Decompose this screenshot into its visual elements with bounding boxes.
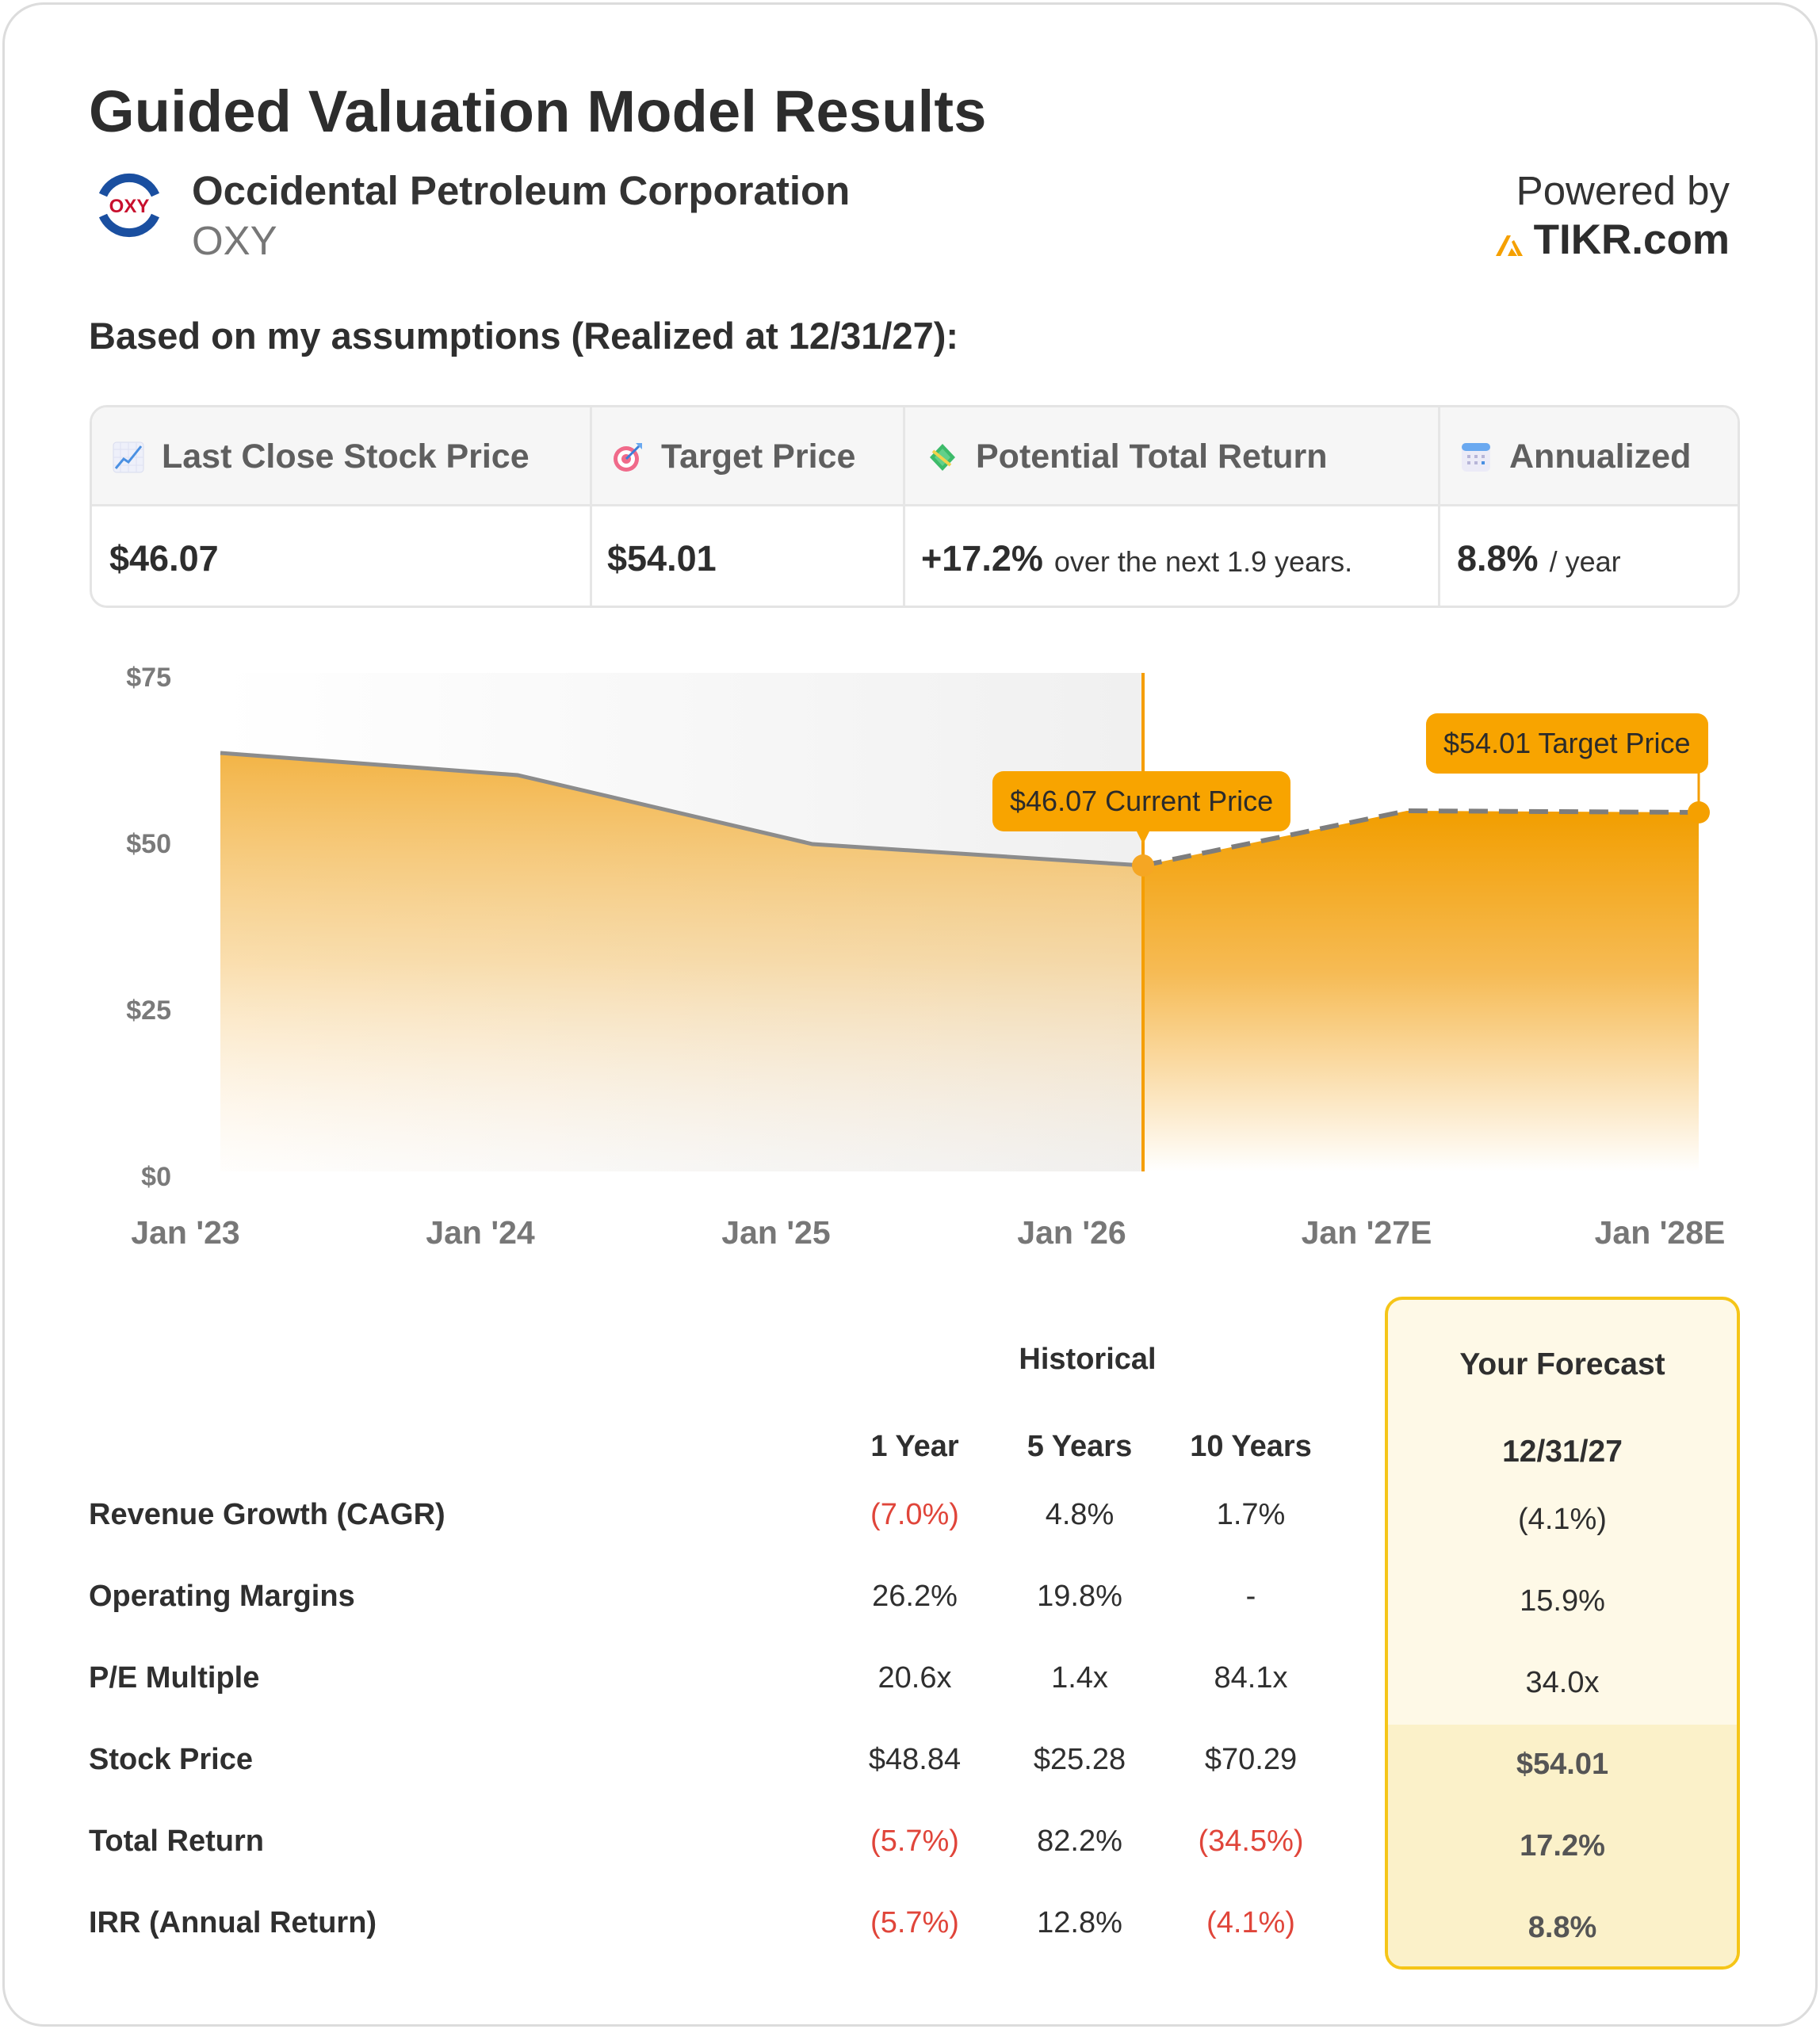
cell-margins-1y: 26.2% — [872, 1580, 958, 1613]
cell-margins-10y: - — [1245, 1580, 1256, 1613]
header-target-price: Target Price — [612, 407, 855, 506]
company-name: Occidental Petroleum Corporation — [192, 168, 851, 213]
cell-irr-1y: (5.7%) — [870, 1906, 959, 1939]
price-chart: $75 $50 $25 $0 Jan '23 Jan '24 Jan '25 J… — [5, 5, 1820, 1289]
column-divider — [903, 407, 905, 606]
page-title: Guided Valuation Model Results — [89, 78, 987, 144]
current-price-marker[interactable] — [1132, 854, 1154, 877]
chart-increasing-icon — [113, 441, 144, 473]
forecast-pe-multiple: 34.0x — [1525, 1666, 1600, 1699]
forecast-highlight — [1388, 1725, 1737, 1966]
cell-price-1y: $48.84 — [868, 1743, 962, 1776]
forecast-title: Your Forecast — [1459, 1347, 1665, 1381]
y-tick-25: $25 — [126, 995, 171, 1026]
row-label-revenue-growth: Revenue Growth (CAGR) — [89, 1498, 445, 1531]
row-label-operating-margins: Operating Margins — [89, 1580, 355, 1613]
x-tick-jan23: Jan '23 — [131, 1214, 240, 1251]
cell-revenue-10y: 1.7% — [1216, 1498, 1286, 1531]
forecast-line — [1142, 808, 1700, 868]
column-divider — [1438, 407, 1440, 606]
historical-line — [220, 751, 1144, 868]
cell-pe-10y: 84.1x — [1214, 1661, 1288, 1695]
last-close-value: $46.07 — [109, 537, 219, 579]
column-divider — [590, 407, 592, 606]
cell-pe-5y: 1.4x — [1051, 1661, 1108, 1695]
forecast-area — [1143, 811, 1699, 1171]
assumptions-subtitle: Based on my assumptions (Realized at 12/… — [89, 315, 959, 357]
forecast-stock-price: $54.01 — [1516, 1748, 1609, 1781]
forecast-total-return: 17.2% — [1520, 1829, 1605, 1863]
calendar-icon — [1460, 441, 1492, 473]
header-annualized: Annualized — [1460, 407, 1691, 506]
target-price-value: $54.01 — [607, 537, 717, 579]
metrics-summary-table: Last Close Stock Price Target Price Pote… — [90, 405, 1740, 608]
cell-return-5y: 82.2% — [1037, 1825, 1122, 1858]
x-tick-jan25: Jan '25 — [721, 1214, 831, 1251]
powered-by-label: Powered by — [1516, 168, 1730, 213]
y-tick-75: $75 — [126, 663, 171, 693]
current-price-tooltip: $46.07 Current Price — [992, 771, 1291, 831]
y-tick-50: $50 — [126, 829, 171, 859]
x-tick-jan26: Jan '26 — [1017, 1214, 1126, 1251]
historical-title: Historical — [1019, 1343, 1157, 1376]
col-10-years: 10 Years — [1190, 1430, 1312, 1463]
cell-irr-5y: 12.8% — [1037, 1906, 1122, 1939]
target-icon — [612, 441, 644, 473]
cell-revenue-1y: (7.0%) — [870, 1498, 959, 1531]
tikr-logo-icon — [1495, 235, 1523, 256]
cell-irr-10y: (4.1%) — [1206, 1906, 1295, 1939]
header-total-return: Potential Total Return — [927, 407, 1328, 506]
annualized-value: 8.8% / year — [1457, 537, 1621, 579]
cell-margins-5y: 19.8% — [1037, 1580, 1122, 1613]
cell-return-10y: (34.5%) — [1198, 1825, 1304, 1858]
forecast-revenue-growth: (4.1%) — [1518, 1503, 1607, 1536]
total-return-value: +17.2% over the next 1.9 years. — [921, 537, 1353, 579]
ticker-symbol: OXY — [192, 218, 277, 263]
cell-return-1y: (5.7%) — [870, 1825, 959, 1858]
cell-pe-1y: 20.6x — [878, 1661, 952, 1695]
forecast-column: Your Forecast 12/31/27 (4.1%) 15.9% 34.0… — [1385, 1297, 1740, 1970]
row-label-total-return: Total Return — [89, 1825, 264, 1858]
x-tick-jan27e: Jan '27E — [1301, 1214, 1432, 1251]
cell-revenue-5y: 4.8% — [1045, 1498, 1115, 1531]
col-5-years: 5 Years — [1027, 1430, 1133, 1463]
x-tick-jan24: Jan '24 — [426, 1214, 535, 1251]
tikr-brand-text: TIKR.com — [1533, 216, 1730, 263]
cell-price-10y: $70.29 — [1204, 1743, 1298, 1776]
y-tick-0: $0 — [141, 1162, 171, 1192]
oxy-logo-icon: OXY — [94, 170, 165, 241]
forecast-irr: 8.8% — [1528, 1911, 1597, 1944]
x-tick-jan28e: Jan '28E — [1594, 1214, 1726, 1251]
forecast-date: 12/31/27 — [1502, 1435, 1623, 1469]
tikr-brand-link[interactable]: TIKR.com — [1495, 216, 1730, 264]
forecast-operating-margins: 15.9% — [1520, 1584, 1605, 1618]
target-price-tooltip: $54.01 Target Price — [1426, 713, 1708, 774]
row-label-stock-price: Stock Price — [89, 1743, 253, 1776]
svg-text:OXY: OXY — [109, 196, 150, 217]
row-label-irr: IRR (Annual Return) — [89, 1906, 377, 1939]
price-chart-svg — [220, 673, 1710, 1171]
col-1-year: 1 Year — [870, 1430, 959, 1463]
target-price-marker[interactable] — [1688, 801, 1710, 823]
cell-price-5y: $25.28 — [1033, 1743, 1126, 1776]
header-last-close: Last Close Stock Price — [113, 407, 530, 506]
historical-area — [220, 753, 1143, 1171]
money-with-wings-icon — [927, 441, 958, 473]
row-label-pe-multiple: P/E Multiple — [89, 1661, 260, 1695]
